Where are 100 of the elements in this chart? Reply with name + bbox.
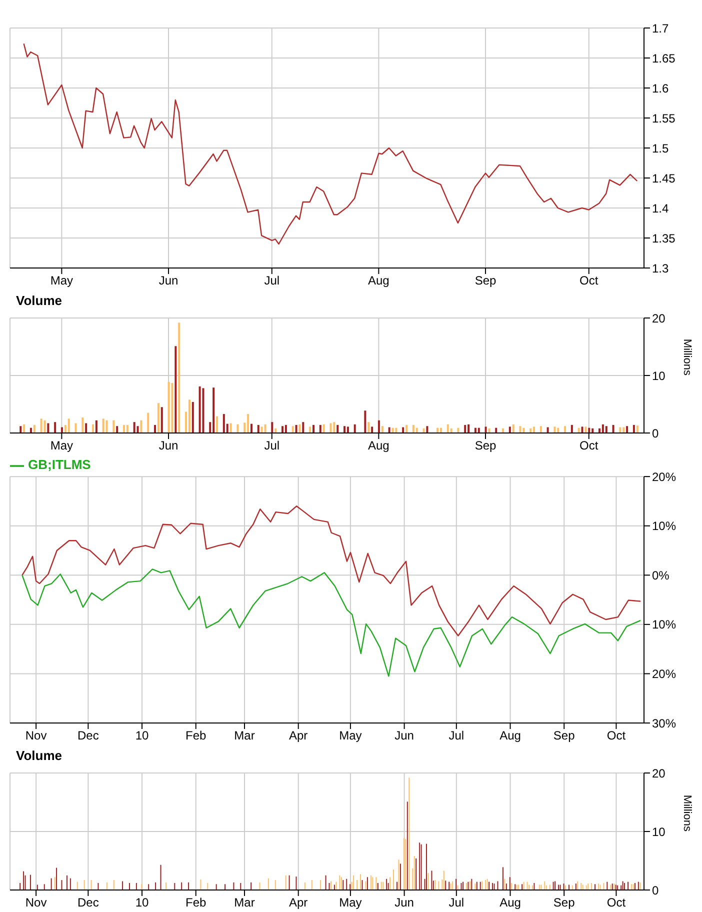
bar [319, 424, 322, 433]
bar [426, 426, 428, 433]
bar [133, 422, 136, 433]
y-tick-label: 1.45 [652, 171, 676, 186]
bar [464, 424, 466, 433]
bar [33, 424, 36, 433]
y-tick-label: 10 [652, 368, 666, 383]
bar [160, 407, 163, 433]
x-tick-label: Sep [474, 438, 496, 453]
bar [584, 426, 587, 433]
bar [112, 420, 115, 433]
x-tick-label: Jun [394, 728, 414, 743]
bar [540, 426, 542, 433]
bar [468, 424, 470, 433]
y-axis-title: Millions [681, 338, 694, 376]
y-axis-title: Millions [681, 794, 694, 832]
bar [605, 426, 608, 433]
x-tick-label: Sep [553, 728, 576, 743]
bar [23, 424, 26, 433]
bar [250, 424, 252, 433]
bar [378, 420, 380, 433]
bar [292, 426, 294, 433]
x-tick-label: 10 [135, 896, 150, 910]
bar [336, 424, 339, 433]
x-tick-label: Sep [474, 274, 496, 288]
bar [236, 424, 239, 433]
y-tick-label: 1.4 [652, 201, 670, 216]
bar [192, 402, 194, 433]
bar [381, 426, 384, 433]
chart-title: Volume [15, 747, 63, 765]
x-tick-label: Aug [500, 896, 521, 910]
bar [74, 423, 77, 433]
x-tick-label: Dec [77, 896, 99, 910]
y-tick-label: 1.5 [652, 141, 670, 156]
bar [122, 424, 125, 433]
bar [20, 426, 22, 433]
bar [333, 422, 336, 433]
bar [140, 420, 142, 433]
bar [212, 388, 215, 433]
legend-label: GB;ITLMS [28, 457, 91, 472]
bar [126, 424, 128, 433]
y-tick-label: 10% [652, 618, 676, 632]
bar [302, 422, 304, 433]
bar [106, 420, 108, 433]
bar [368, 422, 370, 433]
bar [446, 424, 449, 433]
bar [40, 418, 42, 433]
bar [346, 426, 349, 433]
y-tick-label: 20% [652, 666, 676, 681]
y-tick-label: 1.35 [652, 231, 676, 246]
bar [257, 424, 260, 433]
bar [364, 410, 366, 433]
bar [632, 424, 635, 433]
x-tick-label: Dec [77, 728, 99, 743]
bar [188, 400, 190, 433]
x-tick-label: Feb [186, 728, 207, 743]
x-tick-label: Jul [264, 438, 280, 453]
bar [116, 426, 118, 433]
bar [570, 424, 573, 433]
y-tick-label: 1.65 [652, 51, 676, 66]
y-tick-label: 20% [652, 470, 676, 484]
bar [216, 416, 218, 433]
bar [295, 424, 298, 433]
y-tick-label: 0% [652, 568, 670, 582]
bar [344, 426, 346, 433]
bar [554, 426, 556, 433]
bar [198, 386, 201, 433]
y-tick-label: 1.7 [652, 21, 670, 36]
bar [171, 382, 174, 433]
bar [264, 424, 266, 433]
bar [247, 414, 250, 433]
bar [309, 426, 312, 433]
x-tick-label: Jun [394, 896, 414, 910]
bar [519, 426, 522, 433]
x-tick-label: Oct [580, 438, 599, 453]
bar [412, 424, 414, 433]
bar [54, 422, 56, 433]
y-tick-label: 20 [652, 311, 666, 326]
x-tick-label: Apr [288, 728, 308, 743]
y-tick-label: 1.55 [652, 111, 676, 126]
bar [512, 424, 514, 433]
bar [222, 414, 225, 433]
bar [44, 420, 46, 433]
line-series [22, 568, 642, 677]
bar [202, 388, 204, 433]
x-tick-label: Nov [25, 896, 47, 910]
bar [157, 403, 160, 433]
bar [147, 412, 150, 433]
bar [533, 426, 536, 433]
y-tick-label: 10 [652, 824, 666, 839]
x-tick-label: Aug [368, 274, 390, 288]
x-tick-label: Jun [158, 438, 178, 453]
x-tick-label: Jul [448, 896, 464, 910]
bar [92, 424, 94, 433]
y-tick-label: 1.3 [652, 261, 670, 276]
bar [312, 424, 314, 433]
bar [271, 422, 274, 433]
x-tick-label: May [50, 438, 74, 453]
line-series [22, 506, 642, 636]
bar [85, 423, 88, 433]
